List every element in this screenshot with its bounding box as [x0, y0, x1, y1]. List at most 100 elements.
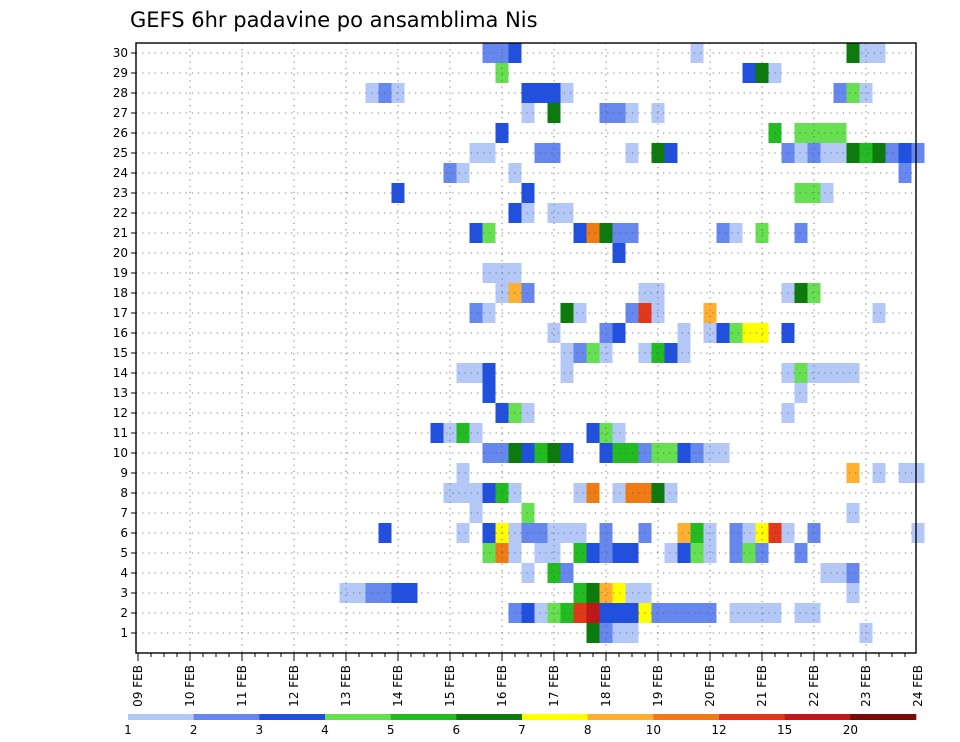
- heatmap-cell: [391, 583, 405, 603]
- heatmap-cell: [404, 583, 418, 603]
- y-tick-label: 6: [120, 526, 128, 540]
- heatmap-cell: [586, 423, 600, 443]
- heatmap-cell: [820, 123, 834, 143]
- colorbar-segment: [325, 714, 391, 720]
- colorbar-label: 3: [256, 723, 264, 737]
- heatmap-cell: [664, 343, 678, 363]
- heatmap-cell: [521, 443, 535, 463]
- heatmap-cell: [443, 423, 457, 443]
- chart-title: GEFS 6hr padavine po ansamblima Nis: [130, 8, 538, 32]
- heatmap-cell: [599, 603, 613, 623]
- heatmap-cell: [755, 603, 769, 623]
- heatmap-cell: [703, 323, 717, 343]
- heatmap-cell: [456, 163, 470, 183]
- heatmap-cell: [547, 563, 561, 583]
- heatmap-cell: [807, 363, 821, 383]
- heatmap-cell: [573, 223, 587, 243]
- x-tick-label: 22 FEB: [807, 665, 821, 707]
- heatmap-cell: [560, 83, 574, 103]
- heatmap-cell: [573, 303, 587, 323]
- heatmap-cell: [794, 543, 808, 563]
- colorbar-segment: [784, 714, 851, 720]
- heatmap-cell: [547, 323, 561, 343]
- heatmap-cell: [742, 523, 756, 543]
- heatmap-cell: [794, 603, 808, 623]
- heatmap-cell: [846, 83, 860, 103]
- heatmap-cell: [677, 523, 691, 543]
- colorbar: 1 2 3 4 5 6 7 8 10 12 15 20: [124, 714, 917, 737]
- heatmap-cell: [690, 603, 704, 623]
- heatmap-cell: [482, 543, 496, 563]
- heatmap-cell: [716, 443, 730, 463]
- y-tick-label: 17: [113, 306, 128, 320]
- colorbar-label: 7: [518, 723, 526, 737]
- heatmap-cell: [482, 383, 496, 403]
- heatmap-cell: [703, 543, 717, 563]
- heatmap-cell: [430, 423, 444, 443]
- y-tick-label: 2: [120, 606, 128, 620]
- x-tick-label: 20 FEB: [703, 665, 717, 707]
- heatmap-cell: [677, 543, 691, 563]
- heatmap-cell: [560, 303, 574, 323]
- heatmap-cell: [599, 223, 613, 243]
- heatmap-cell: [612, 583, 626, 603]
- y-axis-ticks: 1234567891011121314151617181920212223242…: [113, 46, 136, 640]
- heatmap-cell: [664, 143, 678, 163]
- heatmap-cell: [729, 323, 743, 343]
- y-tick-label: 30: [113, 46, 128, 60]
- colorbar-segment: [719, 714, 785, 720]
- heatmap-cell: [547, 203, 561, 223]
- x-tick-label: 14 FEB: [391, 665, 405, 707]
- heatmap-cell: [911, 463, 925, 483]
- heatmap-cell: [846, 583, 860, 603]
- heatmap-cell: [846, 143, 860, 163]
- heatmap-cell: [664, 443, 678, 463]
- plot-frame: [135, 42, 917, 654]
- y-tick-label: 14: [113, 366, 128, 380]
- heatmap-cell: [456, 523, 470, 543]
- colorbar-segment: [259, 714, 326, 720]
- heatmap-cell: [482, 523, 496, 543]
- heatmap-cell: [833, 143, 847, 163]
- heatmap-cell: [560, 343, 574, 363]
- heatmap-cell: [872, 143, 886, 163]
- heatmap-cell: [742, 323, 756, 343]
- heatmap-cell: [521, 403, 535, 423]
- heatmap-cell: [846, 463, 860, 483]
- heatmap-cell: [729, 523, 743, 543]
- heatmap-cell: [599, 423, 613, 443]
- heatmap-cell: [456, 363, 470, 383]
- heatmap-cell: [469, 363, 483, 383]
- heatmap-cell: [690, 523, 704, 543]
- heatmap-cell: [599, 323, 613, 343]
- heatmap-cell: [586, 483, 600, 503]
- heatmap-cell: [677, 603, 691, 623]
- heatmap-cell: [599, 543, 613, 563]
- y-tick-label: 11: [113, 426, 128, 440]
- heatmap-cell: [690, 43, 704, 63]
- heatmap-cell: [859, 143, 873, 163]
- heatmap-cell: [599, 583, 613, 603]
- heatmap-cell: [573, 523, 587, 543]
- heatmap-cell: [586, 603, 600, 623]
- heatmap-cell: [729, 603, 743, 623]
- y-tick-label: 24: [113, 166, 128, 180]
- heatmap-cell: [846, 43, 860, 63]
- x-tick-label: 13 FEB: [339, 665, 353, 707]
- heatmap-cell: [521, 603, 535, 623]
- y-tick-label: 1: [120, 626, 128, 640]
- colorbar-label: 6: [453, 723, 461, 737]
- heatmap-cell: [794, 223, 808, 243]
- heatmap-cell: [482, 223, 496, 243]
- heatmap-cell: [794, 143, 808, 163]
- heatmap-cell: [339, 583, 353, 603]
- heatmap-cell: [573, 483, 587, 503]
- heatmap-cell: [755, 543, 769, 563]
- heatmap-cell: [872, 303, 886, 323]
- heatmap-cell: [443, 163, 457, 183]
- y-tick-label: 26: [113, 126, 128, 140]
- heatmap-cell: [794, 383, 808, 403]
- heatmap-cell: [547, 543, 561, 563]
- y-tick-label: 12: [113, 406, 128, 420]
- colorbar-segment: [193, 714, 260, 720]
